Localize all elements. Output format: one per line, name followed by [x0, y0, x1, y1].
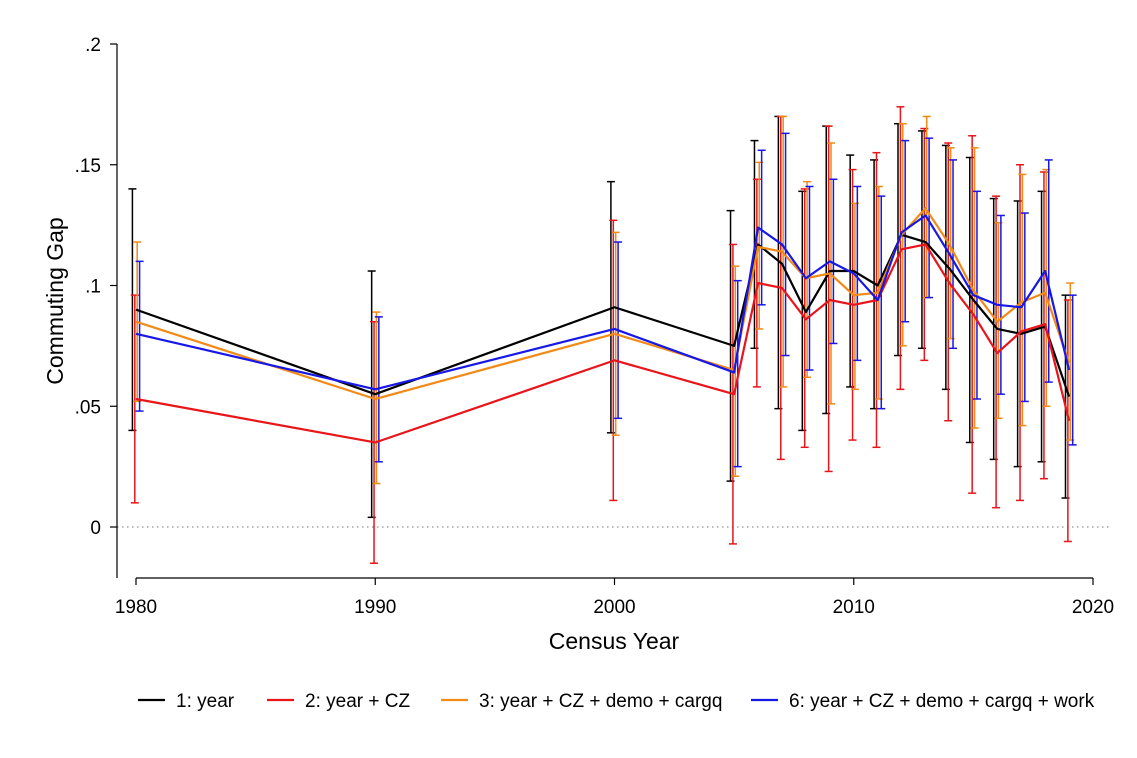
series-line-3 — [135, 207, 1071, 401]
y-tick-label: .1 — [85, 277, 101, 298]
series-line-4 — [135, 214, 1071, 391]
x-tick-label: 2020 — [1072, 597, 1114, 618]
legend-label: 6: year + CZ + demo + cargq + work — [789, 691, 1095, 712]
legend-item-2: 2: year + CZ — [267, 691, 410, 712]
ticks: 0 .05 .1 .15 .2 1980 1990 2000 2010 2020 — [75, 35, 1115, 618]
error-bars-series-4 — [135, 132, 1077, 468]
x-tick-label: 1980 — [115, 597, 157, 618]
legend-label: 3: year + CZ + demo + cargq — [479, 691, 722, 712]
error-bars-series-1 — [128, 115, 1070, 519]
legend-item-3: 3: year + CZ + demo + cargq — [441, 691, 722, 712]
error-bars-series-2 — [130, 106, 1072, 564]
series-line-1 — [135, 233, 1071, 397]
error-bars-series-3 — [133, 115, 1075, 485]
x-tick-label: 1990 — [354, 597, 396, 618]
legend-label: 1: year — [176, 691, 235, 712]
y-tick-label: 0 — [90, 518, 101, 539]
legend: 1: year 2: year + CZ 3: year + CZ + demo +… — [138, 691, 1095, 712]
legend-item-1: 1: year — [138, 691, 235, 712]
y-tick-label: .15 — [75, 156, 101, 177]
legend-label: 2: year + CZ — [305, 691, 410, 712]
legend-item-4: 6: year + CZ + demo + cargq + work — [751, 691, 1095, 712]
x-tick-label: 2000 — [593, 597, 635, 618]
series-line-2 — [135, 243, 1071, 444]
x-axis-title: Census Year — [549, 628, 680, 654]
plot-area — [117, 106, 1110, 564]
y-axis-title: Commuting Gap — [42, 217, 68, 384]
x-tick-label: 2010 — [833, 597, 875, 618]
y-tick-label: .2 — [85, 35, 101, 56]
y-tick-label: .05 — [75, 397, 101, 418]
